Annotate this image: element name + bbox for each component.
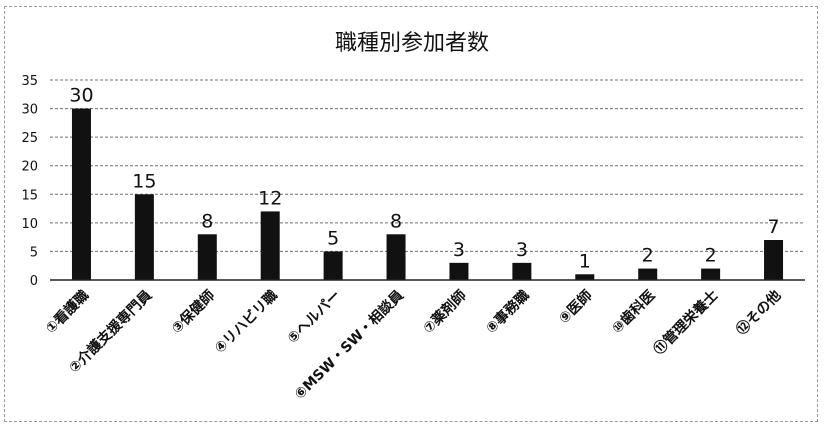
bar [323, 251, 343, 280]
y-axis-tick-labels: 0 5 10 15 20 25 30 35 [21, 74, 38, 289]
y-tick-label: 30 [21, 103, 38, 118]
bar [197, 234, 217, 280]
y-tick-label: 35 [21, 74, 38, 89]
chart-title: 職種別参加者数 [335, 31, 489, 56]
data-label: 5 [327, 227, 339, 249]
bar [701, 268, 721, 280]
data-label: 3 [516, 239, 528, 261]
data-label: 1 [579, 250, 591, 272]
category-label: ⑤ヘルパー [285, 288, 344, 347]
bar [764, 240, 784, 280]
data-label: 3 [453, 239, 465, 261]
bar [71, 108, 91, 280]
grid-lines [50, 79, 805, 252]
y-tick-label: 20 [21, 160, 38, 175]
bar [575, 274, 595, 280]
data-label: 30 [69, 85, 93, 107]
category-label: ⑨医師 [555, 287, 595, 327]
bar [449, 262, 469, 280]
bar [386, 234, 406, 280]
chart-frame [4, 6, 818, 422]
data-label: 12 [258, 187, 282, 209]
category-label: ⑩歯科医 [608, 287, 658, 337]
bar [512, 262, 532, 280]
category-label: ③保健師 [168, 287, 218, 337]
data-label: 15 [132, 170, 156, 192]
y-tick-label: 15 [21, 188, 38, 203]
data-label: 2 [642, 245, 654, 267]
category-label: ①看護職 [42, 287, 92, 337]
y-tick-label: 5 [30, 245, 38, 260]
category-label: ⑧事務職 [483, 287, 533, 337]
bar [134, 194, 154, 280]
bar [260, 211, 280, 280]
data-label: 2 [705, 245, 717, 267]
y-tick-label: 10 [21, 217, 38, 232]
bar [638, 268, 658, 280]
category-label: ⑪管理栄養士 [650, 287, 721, 358]
data-label: 8 [390, 210, 402, 232]
category-label: ⑫その他 [733, 287, 785, 339]
category-label: ⑦薬剤師 [420, 287, 470, 337]
category-label: ④リハビリ職 [211, 287, 281, 357]
data-label: 8 [201, 210, 213, 232]
data-label: 7 [767, 216, 779, 238]
category-label: ⑥MSW・SW・相談員 [291, 287, 407, 403]
bars [71, 108, 784, 280]
y-tick-label: 0 [30, 274, 38, 289]
y-tick-label: 25 [21, 131, 38, 146]
